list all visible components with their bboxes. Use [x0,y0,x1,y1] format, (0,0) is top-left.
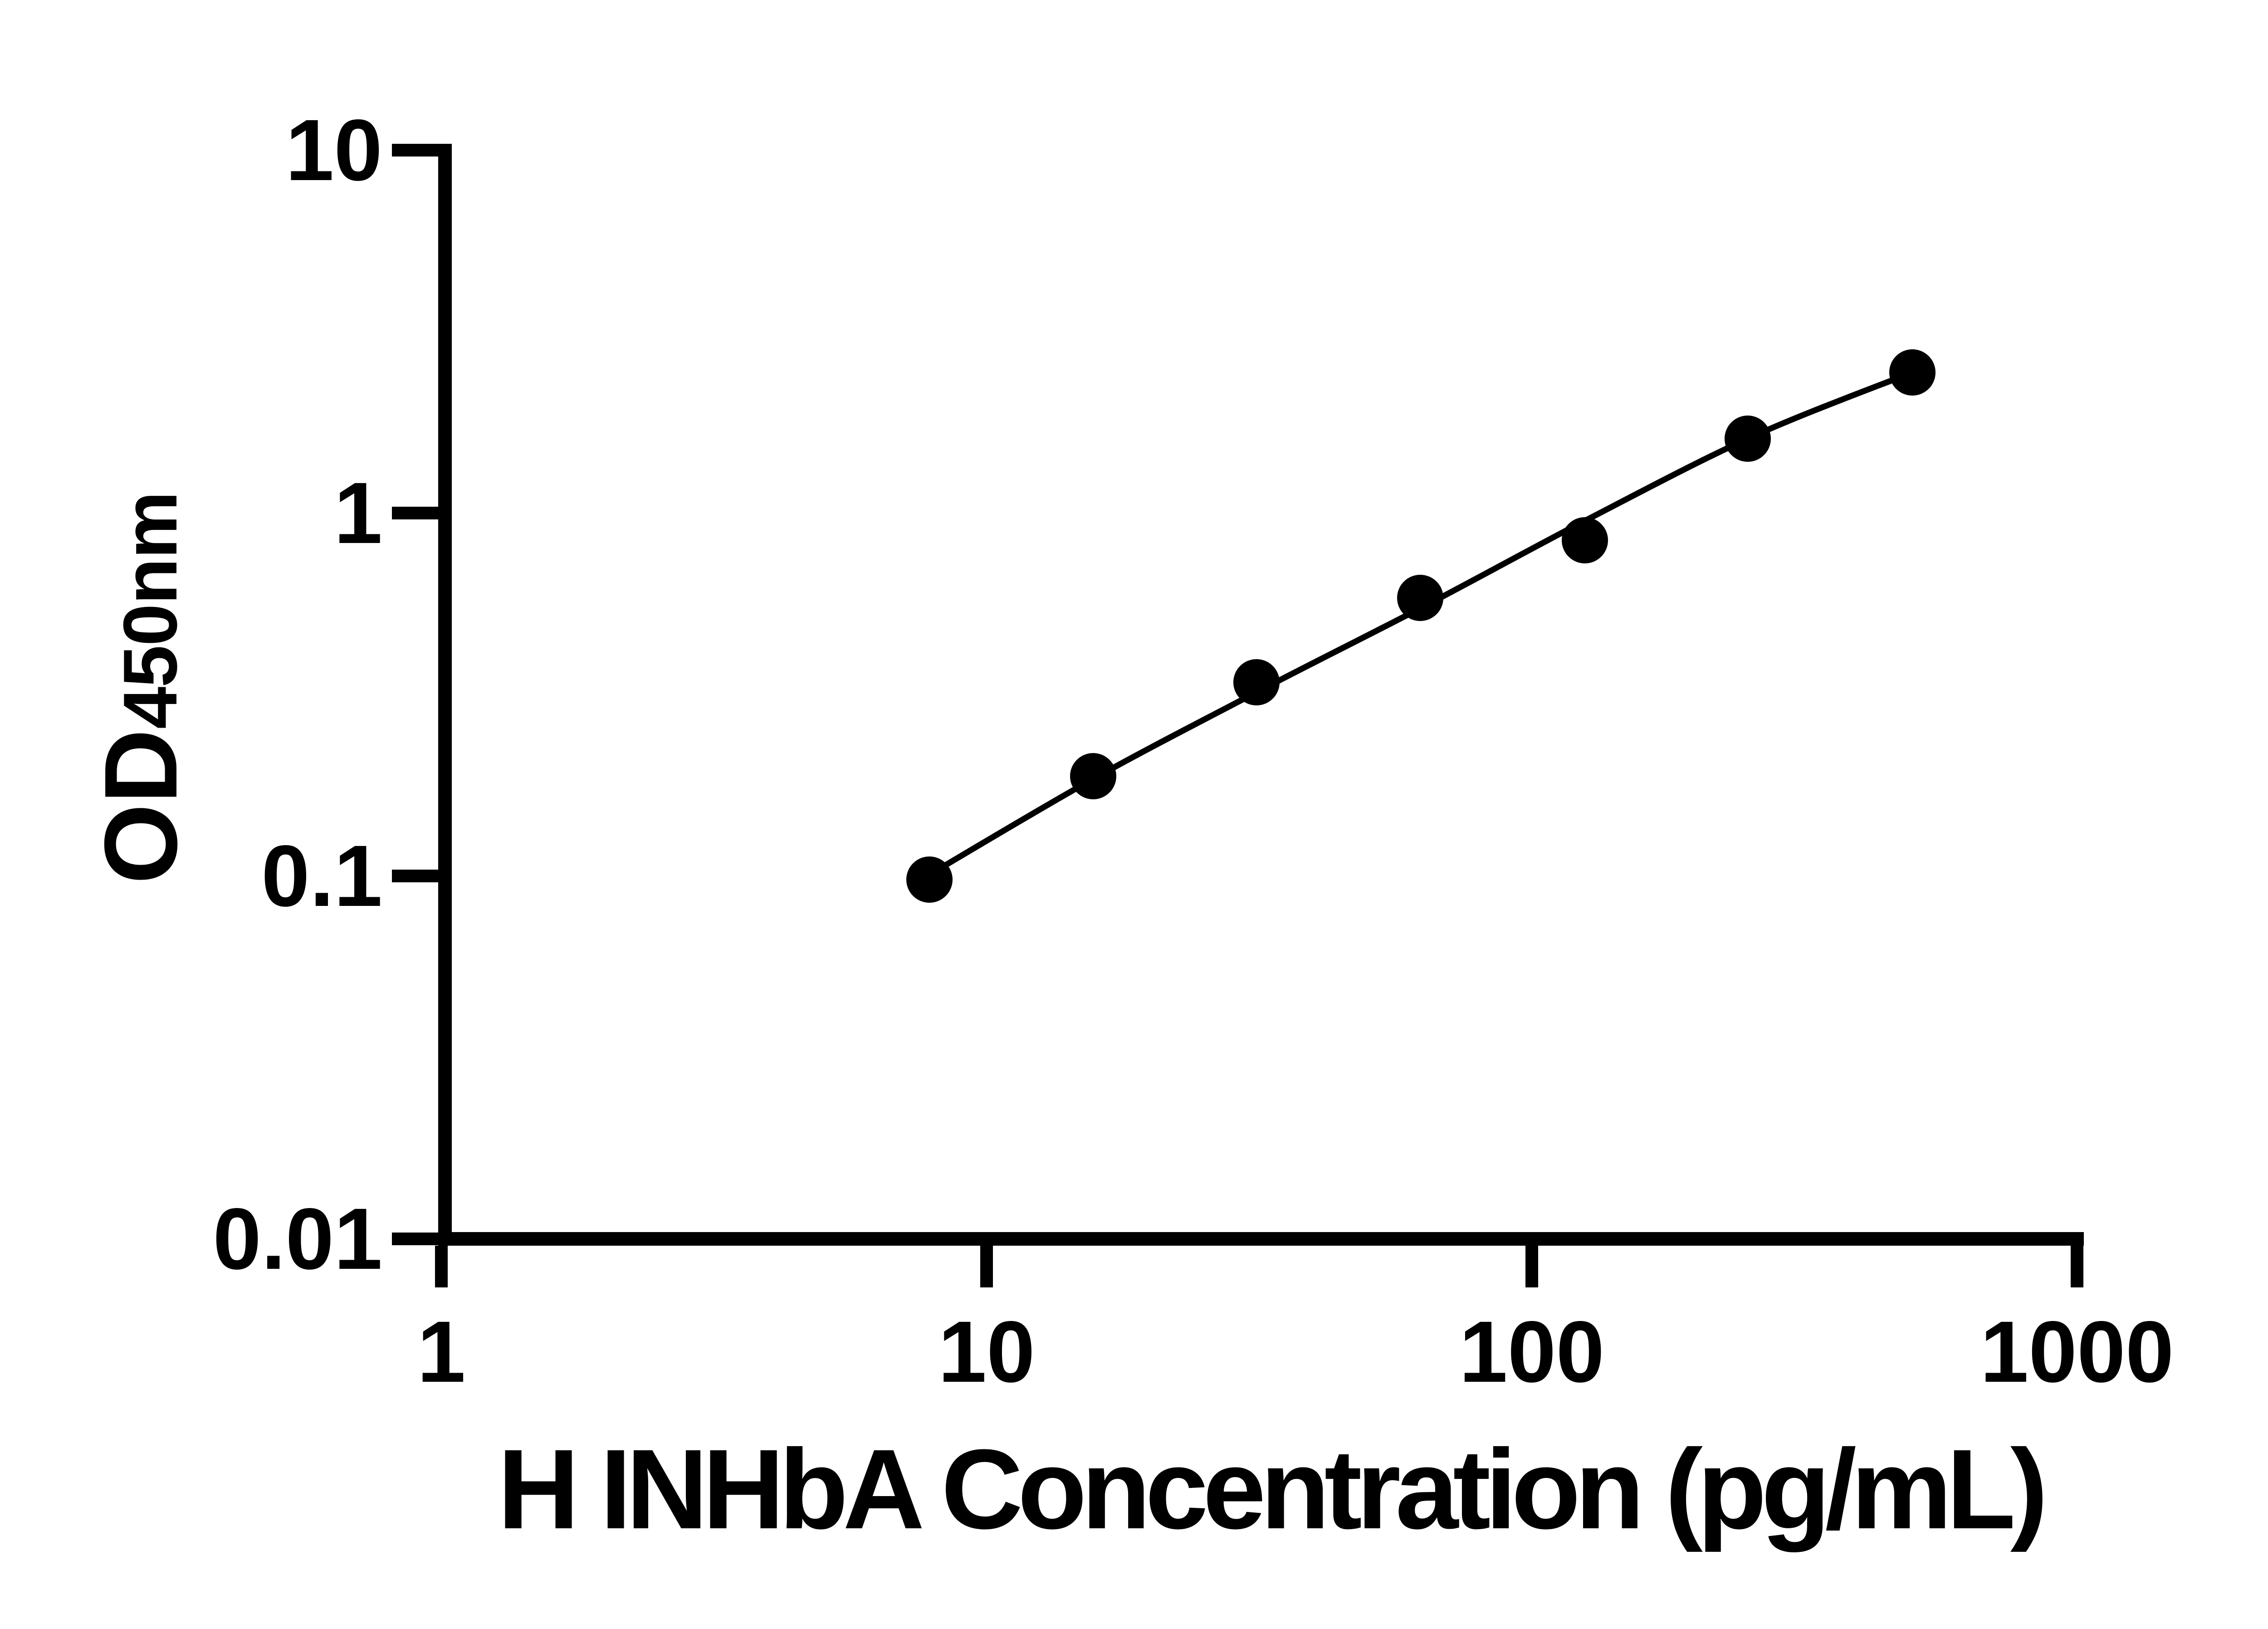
svg-text:0.01: 0.01 [213,1190,382,1287]
svg-text:H INHbA Concentration (pg/mL): H INHbA Concentration (pg/mL) [498,1426,2043,1552]
svg-text:10: 10 [285,101,382,199]
svg-text:10: 10 [938,1303,1035,1400]
svg-text:100: 100 [1459,1303,1604,1400]
svg-text:1: 1 [334,464,382,562]
svg-text:1: 1 [417,1303,466,1400]
svg-text:0.1: 0.1 [261,827,382,925]
svg-text:1000: 1000 [1980,1303,2174,1400]
